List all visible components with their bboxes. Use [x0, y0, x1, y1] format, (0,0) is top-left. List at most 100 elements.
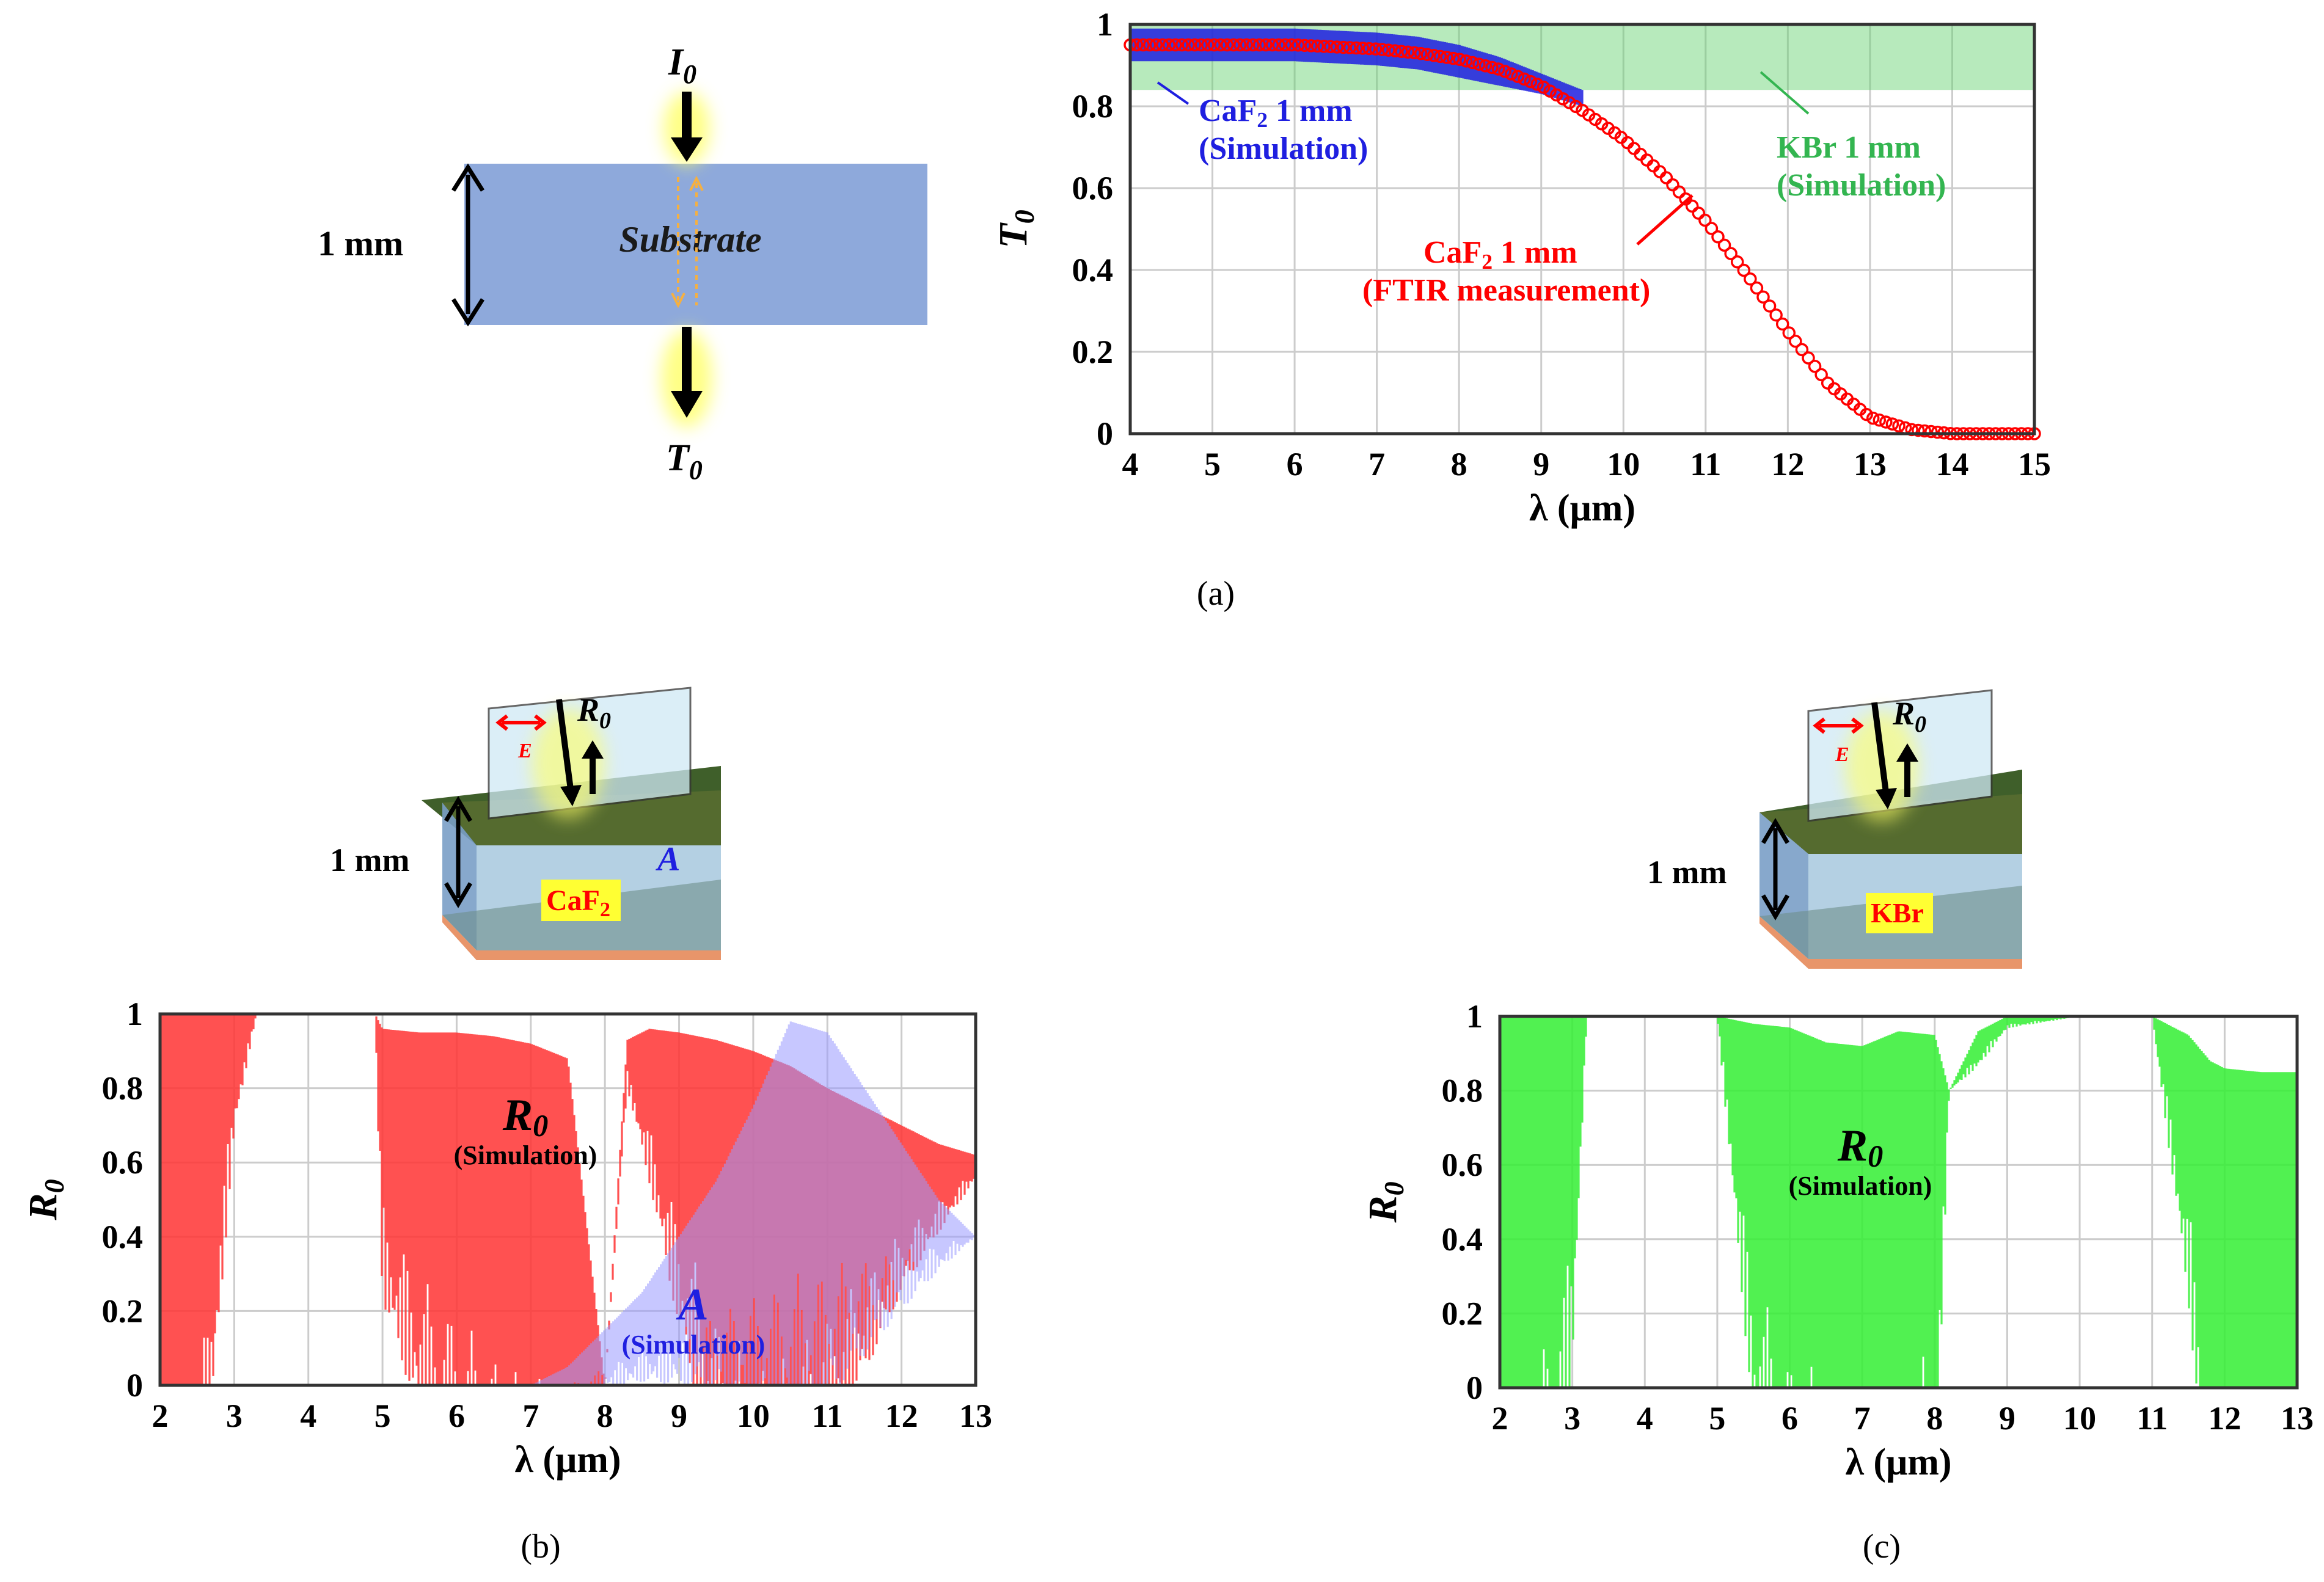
- x-axis-label: λ (μm): [1529, 487, 1635, 529]
- y-tick-label: 0.4: [1442, 1221, 1483, 1258]
- thickness-label-b: 1 mm: [330, 842, 409, 878]
- ftir-data-point: [1556, 92, 1570, 106]
- thickness-arrow-top-icon: [451, 163, 484, 192]
- ftir-data-point: [1233, 38, 1247, 52]
- ftir-data-point: [1433, 49, 1447, 64]
- x-tick-label: 12: [885, 1398, 918, 1434]
- ftir-leader-line: [1636, 194, 1694, 246]
- material-label-c: KBr: [1871, 897, 1924, 928]
- annotation-text: R: [1837, 1121, 1868, 1171]
- incident-label: I0: [668, 42, 696, 89]
- chart-b: (b) 2 3 4 5 6 7 8 9 10 11 12 13 0 0.2 0.4 0.6 0.8 1 λ (μm)…: [21, 996, 992, 1566]
- ftir-data-point: [1330, 40, 1344, 54]
- annotation-line1: R0: [502, 1090, 549, 1143]
- y-tick-label: 0.8: [1442, 1073, 1483, 1109]
- ftir-data-point: [1142, 38, 1157, 52]
- x-tick-label: 13: [2281, 1400, 2314, 1437]
- field-label-c: E: [1835, 743, 1849, 766]
- ftir-data-point: [1350, 41, 1363, 55]
- ftir-data-point: [1782, 326, 1796, 340]
- ftir-data-point: [1918, 424, 1932, 438]
- y-axis-label-sub: 0: [1378, 1181, 1409, 1195]
- annotation-text: A: [676, 1280, 708, 1330]
- thickness-label-c: 1 mm: [1647, 854, 1727, 891]
- ftir-data-point: [1549, 88, 1563, 102]
- ftir-data-point: [1756, 290, 1770, 304]
- ftir-data-point: [1485, 60, 1499, 75]
- annotation-line2: (FTIR measurement): [1362, 273, 1650, 308]
- annotation-sub: 0: [1868, 1139, 1883, 1173]
- incident-beam-head-b-icon: [560, 785, 582, 806]
- ftir-data-point: [1420, 48, 1434, 61]
- annotation-line1: CaF2 1 mm: [1423, 235, 1577, 274]
- y-axis-label-main: R: [21, 1193, 65, 1220]
- annotation-text: KBr 1 mm: [1777, 130, 1921, 165]
- ftir-data-point: [1911, 423, 1925, 437]
- substrate-label: Substrate: [619, 219, 761, 260]
- annotation-text: CaF: [1199, 93, 1257, 128]
- x-tick-label: 15: [2018, 446, 2051, 483]
- x-tick-label: 8: [1926, 1400, 1943, 1437]
- ftir-data-point: [1730, 255, 1744, 269]
- ftir-data-point: [1207, 38, 1221, 52]
- thickness-arrow-top-b-icon: [444, 796, 473, 822]
- ftir-data-point: [1194, 38, 1208, 52]
- y-tick-label: 0.8: [102, 1070, 144, 1107]
- annotation-line1: CaF2 1 mm: [1199, 93, 1353, 132]
- x-tick-label: 5: [1709, 1400, 1725, 1437]
- y-axis-label: R0: [21, 1179, 70, 1220]
- ftir-data-point: [1504, 67, 1518, 81]
- ftir-data-point: [1265, 38, 1279, 52]
- thickness-label: 1 mm: [318, 224, 403, 263]
- cube-base-c: [1759, 916, 2022, 969]
- ftir-data-point: [1278, 38, 1292, 52]
- reflected-beam-head-c-icon: [1896, 743, 1918, 762]
- x-tick-label: 3: [226, 1398, 243, 1434]
- y-tick-label: 1: [1097, 6, 1113, 43]
- plot-frame: [158, 1012, 977, 1387]
- ftir-data-point: [1240, 38, 1254, 52]
- annotation-text: CaF: [1423, 235, 1482, 270]
- ftir-data-point: [1860, 407, 1873, 421]
- ftir-data-point: [1252, 38, 1266, 52]
- x-tick-label: 11: [812, 1398, 843, 1434]
- ftir-data-point: [1162, 38, 1176, 52]
- y-tick-label: 0.2: [102, 1292, 144, 1329]
- ftir-data-point: [1188, 38, 1202, 52]
- x-tick-label: 8: [597, 1398, 613, 1434]
- x-tick-label: 13: [959, 1398, 992, 1434]
- x-tick-label: 2: [1492, 1400, 1508, 1437]
- y-tick-label: 0.4: [102, 1219, 144, 1255]
- ftir-data-point: [1744, 272, 1757, 286]
- ftir-data-point: [1737, 263, 1751, 277]
- internal-down-arrowhead-icon: [671, 293, 685, 308]
- cube-base-b: [442, 915, 721, 960]
- ftir-data-point: [1666, 178, 1679, 192]
- ftir-data-point: [1362, 42, 1376, 56]
- ftir-data-point: [1705, 222, 1719, 235]
- ftir-data-point: [1298, 38, 1312, 53]
- y-axis-label-main: R: [1361, 1195, 1405, 1223]
- y-tick-label: 0.6: [1442, 1146, 1483, 1183]
- ftir-data-point: [1511, 70, 1525, 83]
- y-tick-label: 1: [126, 996, 143, 1032]
- material-highlight-b: [541, 880, 621, 921]
- thickness-arrow-top-c-icon: [1761, 818, 1790, 844]
- ftir-data-point: [1427, 49, 1441, 62]
- x-axis-label: λ (μm): [514, 1439, 621, 1481]
- x-tick-label: 4: [1122, 446, 1139, 483]
- y-tick-label: 0: [1097, 415, 1113, 452]
- ftir-data-point: [1149, 38, 1163, 52]
- x-tick-label: 12: [1771, 446, 1804, 483]
- x-tick-label: 7: [522, 1398, 539, 1434]
- x-tick-label: 6: [1781, 1400, 1798, 1437]
- x-tick-label: 4: [1637, 1400, 1653, 1437]
- ftir-data-point: [1317, 40, 1331, 53]
- ftir-data-point: [1692, 206, 1706, 220]
- ftir-data-point: [1388, 44, 1402, 57]
- reflected-beam-head-b-icon: [582, 740, 604, 759]
- y-tick-label: 0: [126, 1367, 143, 1404]
- ftir-data-point: [1717, 238, 1731, 252]
